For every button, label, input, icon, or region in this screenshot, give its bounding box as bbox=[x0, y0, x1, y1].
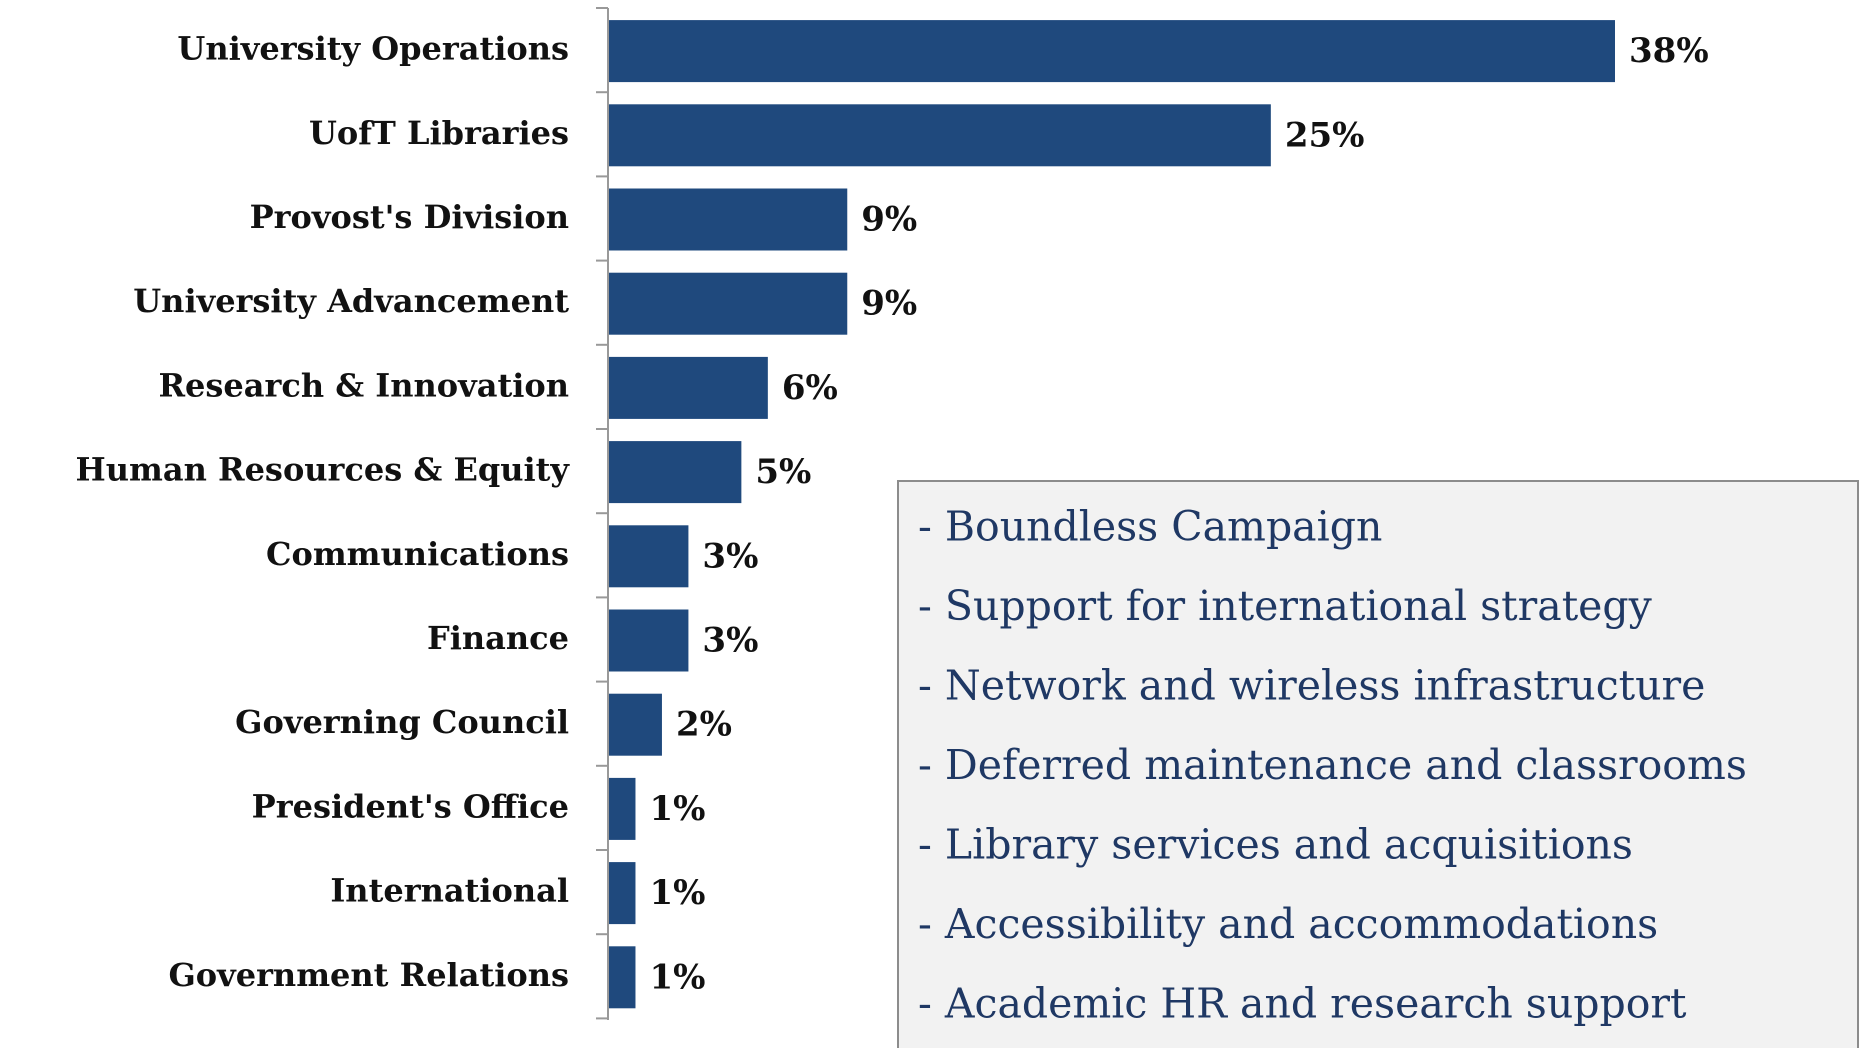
annotation-item: - Library services and acquisitions bbox=[918, 821, 1633, 869]
y-tick-label: Finance bbox=[427, 619, 569, 657]
data-label: 3% bbox=[702, 621, 758, 661]
bar bbox=[609, 525, 689, 588]
bar bbox=[609, 946, 636, 1009]
data-label: 1% bbox=[649, 789, 705, 829]
bar bbox=[609, 272, 848, 335]
bar bbox=[609, 20, 1615, 83]
data-label: 2% bbox=[676, 705, 732, 745]
bar bbox=[609, 356, 768, 419]
bar bbox=[609, 188, 848, 251]
annotation-item: - Deferred maintenance and classrooms bbox=[918, 741, 1747, 789]
y-tick-label: Government Relations bbox=[168, 956, 569, 994]
annotation-box bbox=[897, 480, 1859, 1048]
y-tick-label: UofT Libraries bbox=[309, 114, 569, 152]
annotation-item: - Support for international strategy bbox=[918, 582, 1653, 630]
data-label: 1% bbox=[649, 957, 705, 997]
annotation-item: - Accessibility and accommodations bbox=[918, 900, 1658, 948]
y-tick-label: Human Resources & Equity bbox=[75, 451, 570, 489]
data-label: 38% bbox=[1629, 31, 1709, 71]
data-label: 3% bbox=[702, 536, 758, 576]
y-tick-label: Communications bbox=[266, 535, 569, 573]
y-tick-label: Provost's Division bbox=[250, 198, 569, 236]
bar bbox=[609, 862, 636, 925]
data-label: 5% bbox=[755, 452, 811, 492]
data-label: 9% bbox=[861, 284, 917, 324]
y-tick-label: Research & Innovation bbox=[158, 366, 569, 404]
bar bbox=[609, 777, 636, 840]
annotation-item: - Network and wireless infrastructure bbox=[918, 662, 1705, 710]
y-tick-label: International bbox=[330, 872, 569, 910]
data-label: 1% bbox=[649, 873, 705, 913]
bar bbox=[609, 441, 742, 504]
bar bbox=[609, 609, 689, 672]
data-label: 6% bbox=[782, 368, 838, 408]
y-tick-label: President's Office bbox=[252, 787, 569, 825]
y-tick-label: Governing Council bbox=[235, 703, 569, 741]
annotation-item: - Academic HR and research support bbox=[918, 980, 1687, 1028]
bar bbox=[609, 693, 662, 756]
annotation-item: - Boundless Campaign bbox=[918, 503, 1382, 551]
y-tick-label: University Operations bbox=[177, 30, 569, 68]
y-tick-label: University Advancement bbox=[133, 282, 569, 320]
bar bbox=[609, 104, 1271, 167]
data-label: 9% bbox=[861, 200, 917, 240]
data-label: 25% bbox=[1285, 115, 1365, 155]
